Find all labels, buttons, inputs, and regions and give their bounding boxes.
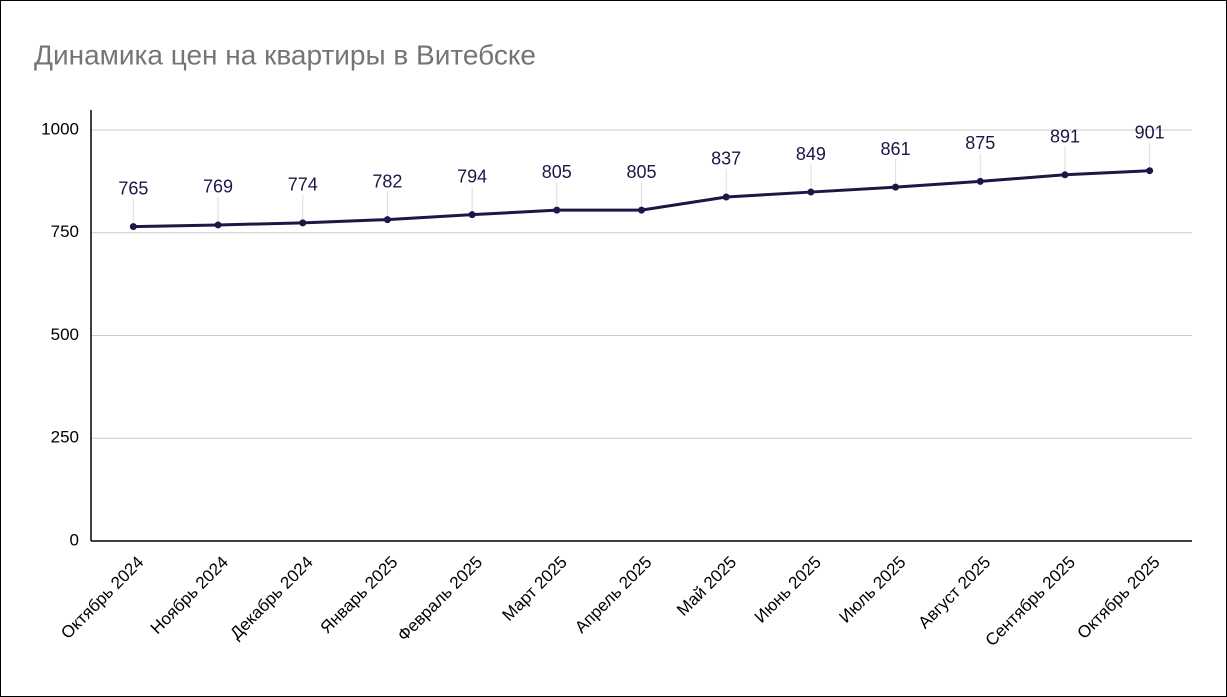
point <box>129 223 137 231</box>
point <box>892 183 900 191</box>
data-label: 805 <box>626 162 656 182</box>
data-label: 875 <box>965 133 995 153</box>
data-label: 901 <box>1135 122 1165 142</box>
y-tick-label: 250 <box>51 428 79 447</box>
y-tick-label: 1000 <box>41 119 79 138</box>
data-label: 769 <box>203 177 233 197</box>
point <box>468 211 476 219</box>
point <box>1146 167 1154 175</box>
data-label: 805 <box>542 162 572 182</box>
point <box>638 206 645 214</box>
point <box>976 177 984 185</box>
point <box>807 188 815 196</box>
data-label: 782 <box>372 171 402 191</box>
data-label: 861 <box>881 139 911 159</box>
chart-title: Динамика цен на квартиры в Витебске <box>34 39 536 70</box>
point <box>383 216 391 224</box>
data-label: 837 <box>711 149 741 169</box>
point <box>299 219 307 227</box>
y-tick-label: 750 <box>51 222 79 241</box>
data-label: 794 <box>457 166 487 186</box>
point <box>553 206 561 214</box>
point <box>722 193 730 201</box>
data-label: 765 <box>118 178 148 198</box>
data-label: 774 <box>288 175 318 195</box>
point <box>214 221 222 229</box>
point <box>1061 171 1069 179</box>
y-tick-label: 500 <box>51 325 79 344</box>
data-label: 891 <box>1050 127 1080 147</box>
y-tick-label: 0 <box>70 530 79 549</box>
data-label: 849 <box>796 144 826 164</box>
